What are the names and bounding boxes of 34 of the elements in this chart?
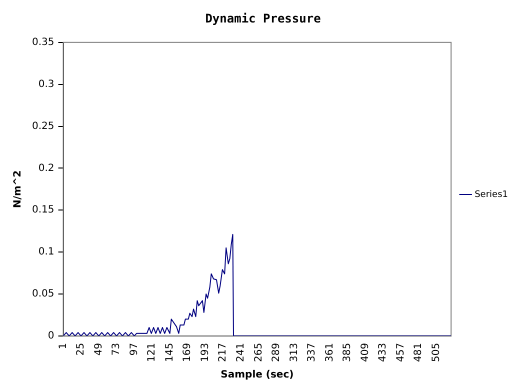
x-tick-label: 505 <box>430 342 442 362</box>
x-tick-label: 73 <box>111 342 122 356</box>
x-tick-label: 193 <box>200 342 211 362</box>
x-tick-label: 433 <box>378 342 389 362</box>
x-tick-label: 361 <box>324 342 336 362</box>
x-tick-label: 1 <box>58 342 69 350</box>
x-tick-label: 217 <box>218 342 229 362</box>
x-tick-label: 313 <box>288 342 300 362</box>
x-tick-label: 409 <box>360 342 371 362</box>
y-tick-label: 0.3 <box>38 78 54 90</box>
y-tick-label: 0.15 <box>32 204 54 216</box>
y-tick-label: 0.25 <box>32 120 54 132</box>
x-tick-label: 265 <box>253 342 264 362</box>
legend-label: Series1 <box>474 190 508 200</box>
y-tick-label: 0.1 <box>38 246 54 258</box>
y-tick-label: 0 <box>48 330 54 342</box>
x-tick-label: 49 <box>93 342 104 356</box>
y-tick-label: 0.05 <box>32 288 54 300</box>
y-tick-label: 0.2 <box>38 162 54 174</box>
x-tick-label: 97 <box>128 342 140 356</box>
x-tick-label: 385 <box>342 342 354 362</box>
x-tick-label: 25 <box>76 342 87 356</box>
x-axis-title: Sample (sec) <box>220 370 294 381</box>
x-tick-label: 457 <box>395 342 406 362</box>
chart-title: Dynamic Pressure <box>205 11 321 26</box>
x-tick-label: 481 <box>413 342 424 362</box>
x-tick-label: 121 <box>146 342 158 362</box>
x-tick-label: 145 <box>164 342 176 362</box>
y-axis-title: N/m^2 <box>12 170 24 208</box>
x-tick-label: 289 <box>271 342 282 362</box>
y-tick-label: 0.35 <box>32 36 54 48</box>
x-tick-label: 337 <box>306 342 318 362</box>
x-tick-label: 241 <box>235 342 246 362</box>
x-tick-label: 169 <box>182 342 194 362</box>
